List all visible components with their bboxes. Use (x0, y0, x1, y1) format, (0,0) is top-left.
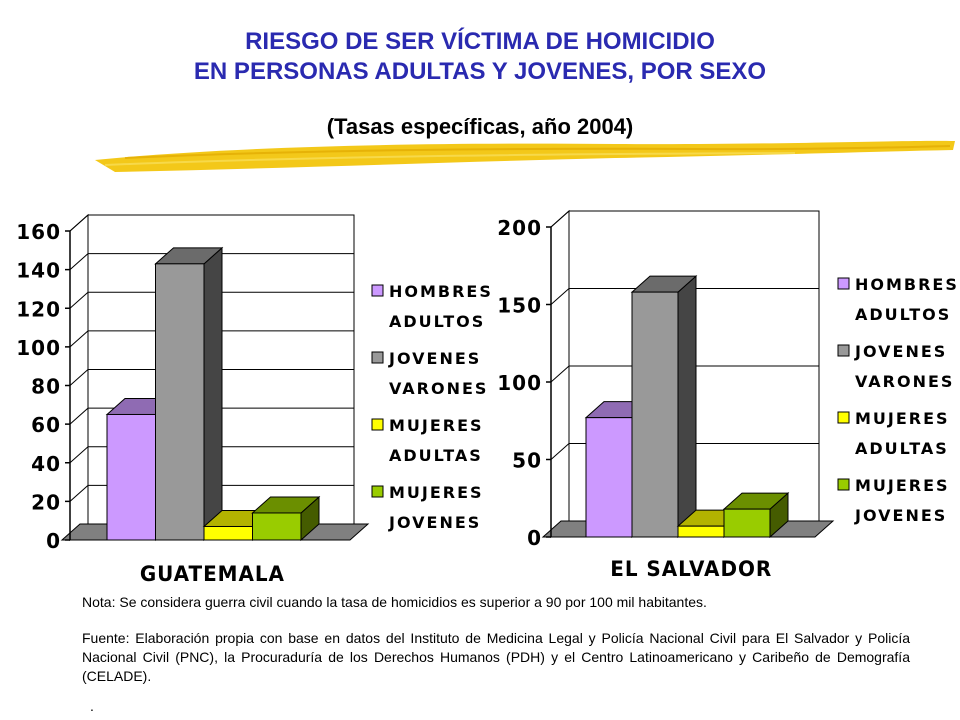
bar-front (723, 508, 771, 538)
legend-label-line2: VARONES (855, 372, 954, 391)
y-tick-label: 60 (31, 413, 61, 437)
gridline-side (69, 291, 89, 309)
gridline-side (69, 485, 89, 502)
legend-swatch (837, 277, 850, 290)
gridline-side (69, 214, 89, 232)
legend-label-line1: JOVENES (388, 349, 481, 368)
bar-front (252, 512, 302, 541)
legend-swatch (371, 418, 384, 431)
gridline-side (69, 369, 89, 386)
bar-front (155, 263, 205, 541)
gridline-side (550, 365, 570, 383)
bar-mujeres-jovenes (722, 491, 790, 539)
gridline-side (69, 253, 89, 270)
legend-label-line2: JOVENES (854, 506, 947, 525)
y-tick-label: 200 (497, 216, 542, 240)
y-tick-label: 0 (527, 526, 542, 550)
gridline-side (69, 330, 89, 348)
chart-title-line-1: RIESGO DE SER VÍCTIMA DE HOMICIDIO (245, 28, 715, 55)
legend-label-line1: HOMBRES (855, 275, 959, 294)
legend-label-line2: ADULTOS (855, 305, 951, 324)
gridline-side (550, 210, 570, 228)
y-tick-label: 160 (16, 220, 61, 244)
bar-front (677, 525, 725, 538)
bar-front (585, 417, 633, 538)
legend-label-line1: JOVENES (854, 342, 947, 361)
bar-mujeres-jovenes (251, 495, 321, 542)
y-tick-label: 150 (497, 294, 542, 318)
note-text: Nota: Se considera guerra civil cuando l… (82, 594, 707, 610)
y-tick-label: 120 (16, 297, 61, 321)
legend-label-line2: ADULTOS (389, 312, 485, 331)
legend-swatch (371, 485, 384, 498)
legend-label-line1: MUJERES (855, 476, 950, 495)
y-tick-label: 40 (31, 452, 61, 476)
legend-label-line1: MUJERES (855, 409, 950, 428)
y-tick-label: 0 (46, 529, 61, 553)
legend-swatch (837, 411, 850, 424)
yellow-brush-stroke-decoration (95, 140, 955, 172)
legend-label-line2: JOVENES (388, 513, 481, 532)
y-tick-label: 100 (497, 371, 542, 395)
legend-label-line1: MUJERES (389, 483, 484, 502)
chart-title-line-2: EN PERSONAS ADULTAS Y JOVENES, POR SEXO (193, 58, 767, 85)
gridline-side (550, 443, 570, 460)
legend-swatch (837, 344, 850, 357)
el-salvador-category-label: EL SALVADOR (610, 557, 773, 581)
bar-jovenes-varones (154, 246, 224, 542)
guatemala-category-label: GUATEMALA (139, 562, 285, 586)
legend-label-line2: ADULTAS (389, 446, 483, 465)
gridline-side (69, 446, 89, 464)
bar-front (631, 291, 679, 538)
gridline-side (550, 288, 570, 305)
y-tick-label: 80 (31, 375, 61, 399)
bar-side (677, 274, 697, 539)
legend-swatch (371, 351, 384, 364)
y-tick-label: 100 (16, 336, 61, 360)
legend-swatch (837, 478, 850, 491)
y-tick-label: 20 (31, 490, 61, 514)
gridline-side (69, 407, 89, 425)
legend-label-line1: HOMBRES (389, 282, 493, 301)
trailing-mark: . (90, 698, 94, 714)
legend-label-line1: MUJERES (389, 416, 484, 435)
legend-label-line2: VARONES (389, 379, 488, 398)
legend-swatch (371, 284, 384, 297)
y-tick-label: 140 (16, 259, 61, 283)
y-tick-label: 50 (512, 449, 542, 473)
legend-label-line2: ADULTAS (855, 439, 949, 458)
chart-subtitle: (Tasas específicas, año 2004) (326, 114, 634, 139)
bar-jovenes-varones (630, 274, 698, 539)
source-text: Fuente: Elaboración propia con base en d… (82, 630, 910, 684)
